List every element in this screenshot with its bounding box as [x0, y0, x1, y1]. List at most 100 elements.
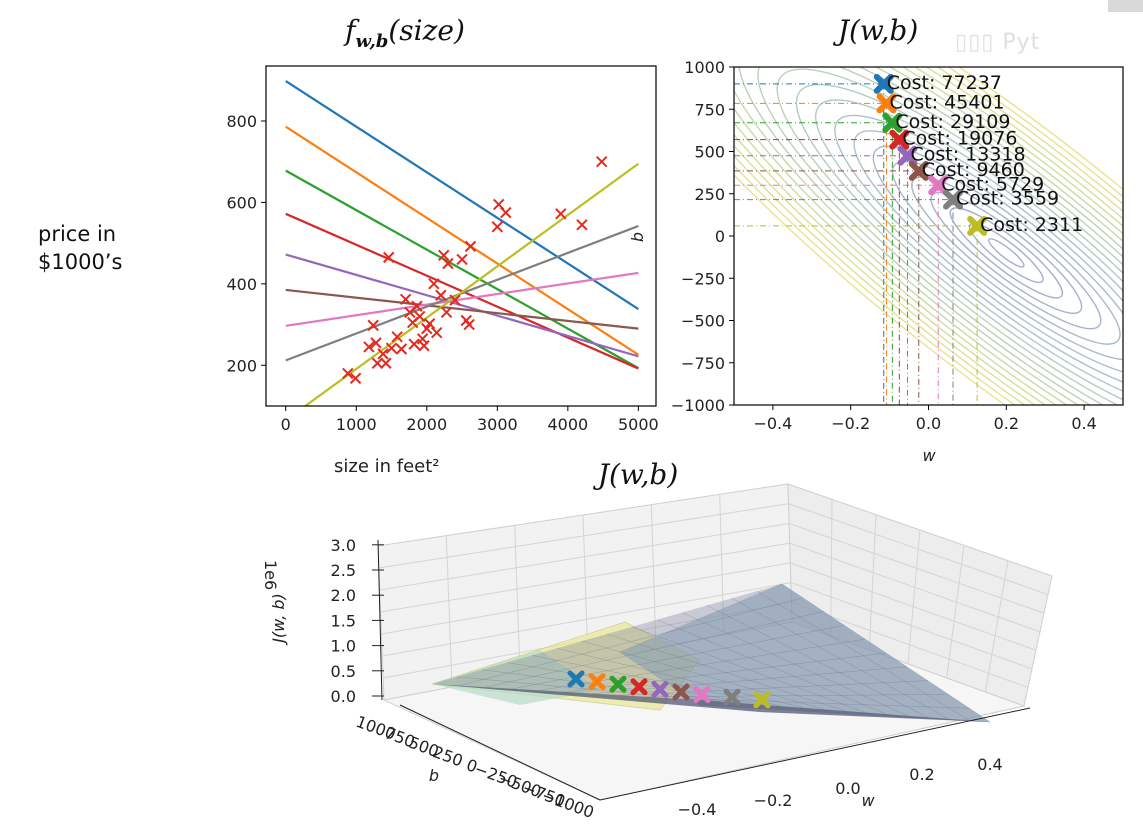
- step-cost-label-5: Cost: 9460: [922, 159, 1025, 181]
- chart-title: J(w,b): [593, 458, 679, 491]
- training-point-19: [418, 340, 430, 352]
- y-tick-label-0: 1000: [684, 58, 725, 77]
- training-point-36: [555, 208, 567, 220]
- contour-level-20: [734, 67, 1123, 405]
- b-axis-line: [399, 704, 601, 801]
- contour-level-11: [776, 68, 1123, 405]
- step-cost-label-0: Cost: 77237: [887, 72, 1002, 94]
- z-axis: 0.0 0.5 1.0 1.5 2.0 2.5 3.0 1e6 J(w, b): [261, 536, 384, 706]
- surface-step-marker-2: [609, 675, 627, 693]
- training-point-4: [370, 337, 382, 349]
- surface-step-marker-7: [723, 688, 741, 706]
- surface-step-marker-4: [651, 680, 669, 698]
- w-axis-line: [599, 707, 1031, 801]
- w-tick-label-3: 0.2: [909, 765, 934, 784]
- contour-level-19: [734, 67, 1123, 405]
- step-marker-2: [882, 112, 903, 133]
- z-tick-label-5: 2.5: [331, 561, 356, 580]
- training-point-7: [380, 357, 392, 369]
- step-cost-label-7: Cost: 3559: [956, 188, 1059, 210]
- step-cost-label-8: Cost: 2311: [980, 214, 1083, 236]
- step-marker-3: [889, 129, 910, 150]
- contour-level-14: [734, 67, 1123, 405]
- training-point-8: [383, 251, 395, 264]
- contour-level-9: [814, 99, 1123, 405]
- x-tick-label-3: 0.2: [994, 414, 1019, 433]
- contour-level-18: [734, 67, 1123, 405]
- y-tick-label-7: −750: [681, 354, 725, 373]
- x-axis-label: size in feet²: [334, 456, 440, 477]
- x-tick-label-2: 2000: [406, 415, 447, 434]
- y-tick-label-1: 400: [226, 275, 257, 294]
- z-tick-label-3: 1.5: [331, 611, 356, 630]
- w-tick-label-1: −0.2: [754, 791, 793, 810]
- chart-title: fw,b(size): [343, 14, 465, 52]
- surface-shade: [432, 584, 990, 722]
- chart-title: J(w,b): [833, 14, 919, 47]
- watermark: ▯▯▯ Pyt: [955, 30, 1041, 55]
- contour-level-1: [968, 222, 1044, 284]
- training-point-21: [423, 318, 436, 330]
- step-cost-label-1: Cost: 45401: [889, 91, 1004, 113]
- w-tick-label-0: −0.4: [678, 800, 717, 819]
- surface-step-marker-1: [588, 673, 606, 691]
- contour-level-12: [757, 67, 1123, 405]
- data-points: [342, 155, 608, 385]
- contour-level-0: [987, 238, 1025, 268]
- step-marker-1: [876, 93, 897, 114]
- training-point-32: [464, 240, 477, 253]
- model-line-8: [303, 162, 640, 406]
- y-tick-label-5: −250: [681, 269, 725, 288]
- y-tick-label-3: 800: [226, 112, 257, 131]
- surface-valley: [432, 684, 990, 722]
- surface-step-marker-0: [567, 670, 585, 688]
- z-axis-label: J(w, b): [269, 593, 288, 646]
- surface-step-marker-6: [693, 686, 711, 704]
- step-marker-7: [943, 189, 964, 210]
- price-label-line1: price in: [38, 222, 117, 246]
- z-tick-label-4: 2.0: [331, 586, 356, 605]
- step-guides: [734, 83, 978, 405]
- y-tick-label-8: −1000: [671, 396, 725, 415]
- surface-step-marker-3: [630, 678, 648, 696]
- training-point-25: [438, 249, 450, 262]
- x-tick-label-0: −0.4: [753, 414, 792, 433]
- training-point-3: [367, 319, 379, 332]
- y-tick-label-3: 250: [694, 185, 725, 204]
- price-axis-label: price in $1000’s: [38, 220, 122, 276]
- training-point-17: [414, 310, 426, 323]
- training-point-31: [463, 318, 475, 331]
- model-line-1: [285, 125, 639, 356]
- training-point-23: [430, 326, 443, 339]
- training-point-16: [411, 300, 423, 312]
- w-tick-label-4: 0.4: [977, 755, 1002, 774]
- b-axis-label: b: [429, 766, 439, 785]
- z-tick-label-0: 0.0: [331, 687, 356, 706]
- training-point-24: [435, 289, 447, 301]
- surface-steps: [567, 670, 771, 709]
- step-marker-5: [908, 160, 929, 181]
- y-tick-label-1: 750: [694, 100, 725, 119]
- training-point-6: [377, 348, 389, 360]
- x-tick-label-3: 3000: [477, 415, 518, 434]
- contour-level-6: [872, 145, 1123, 361]
- step-marker-4: [897, 145, 918, 166]
- z-tick-label-6: 3.0: [331, 536, 356, 555]
- contour-level-8: [834, 114, 1123, 392]
- cost-surface: [431, 583, 992, 723]
- training-point-9: [385, 342, 398, 354]
- x-axis-label: w: [922, 446, 936, 465]
- w-axis: −0.4 −0.2 0.0 0.2 0.4 w: [599, 707, 1031, 819]
- training-point-38: [595, 155, 608, 168]
- plot-frame: [265, 65, 657, 407]
- training-point-29: [456, 253, 468, 266]
- training-point-2: [363, 341, 375, 353]
- contour-level-17: [734, 67, 1123, 405]
- contour-level-21: [734, 67, 1123, 405]
- training-point-15: [408, 338, 420, 350]
- contour-level-2: [949, 207, 1064, 299]
- z-tick-label-2: 1.0: [331, 637, 356, 656]
- y-tick-label-6: −500: [681, 312, 725, 331]
